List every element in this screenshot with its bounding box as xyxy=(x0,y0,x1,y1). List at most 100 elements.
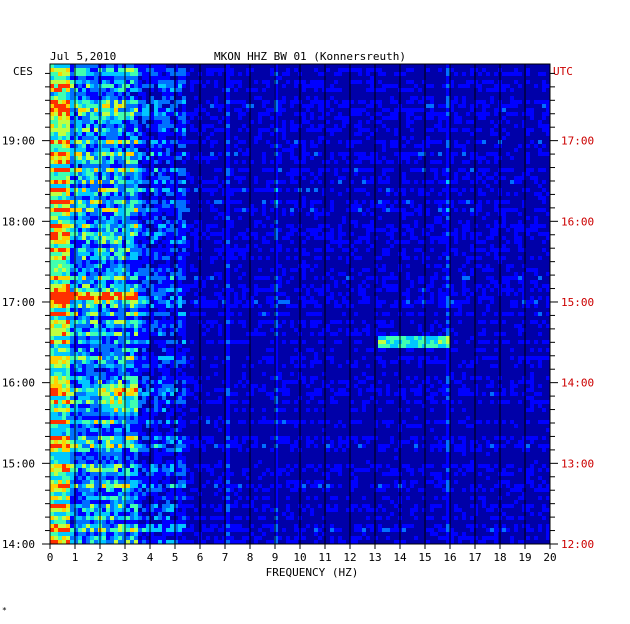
heatmap-cell xyxy=(110,332,114,336)
heatmap-cell xyxy=(226,200,230,204)
heatmap-cell xyxy=(430,348,434,352)
heatmap-cell xyxy=(62,204,66,208)
heatmap-cell xyxy=(206,188,210,192)
heatmap-cell xyxy=(382,84,386,88)
heatmap-cell xyxy=(86,220,90,224)
heatmap-cell xyxy=(126,168,130,172)
heatmap-cell xyxy=(50,76,54,80)
heatmap-cell xyxy=(470,104,474,108)
date-label: Jul 5,2010 xyxy=(50,50,116,63)
heatmap-cell xyxy=(250,212,254,216)
heatmap-cell xyxy=(314,128,318,132)
heatmap-cell xyxy=(70,380,74,384)
heatmap-cell xyxy=(282,268,286,272)
heatmap-cell xyxy=(166,304,170,308)
heatmap-cell xyxy=(258,256,262,260)
heatmap-cell xyxy=(138,164,142,168)
heatmap-cell xyxy=(130,80,134,84)
heatmap-cell xyxy=(122,336,126,340)
heatmap-cell xyxy=(130,288,134,292)
heatmap-cell xyxy=(118,296,122,300)
heatmap-cell xyxy=(86,312,90,316)
heatmap-cell xyxy=(134,96,138,100)
heatmap-cell xyxy=(238,168,242,172)
heatmap-cell xyxy=(66,356,70,360)
heatmap-cell xyxy=(146,208,150,212)
heatmap-cell xyxy=(106,320,110,324)
heatmap-cell xyxy=(294,124,298,128)
heatmap-cell xyxy=(118,376,122,380)
heatmap-cell xyxy=(62,108,66,112)
heatmap-cell xyxy=(422,100,426,104)
heatmap-cell xyxy=(438,296,442,300)
heatmap-cell xyxy=(110,156,114,160)
heatmap-cell xyxy=(118,316,122,320)
heatmap-cell xyxy=(410,108,414,112)
heatmap-cell xyxy=(66,232,70,236)
heatmap-cell xyxy=(490,128,494,132)
heatmap-cell xyxy=(430,180,434,184)
heatmap-cell xyxy=(178,72,182,76)
heatmap-cell xyxy=(118,160,122,164)
heatmap-cell xyxy=(86,120,90,124)
heatmap-cell xyxy=(154,140,158,144)
heatmap-cell xyxy=(350,144,354,148)
heatmap-cell xyxy=(78,180,82,184)
heatmap-cell xyxy=(150,316,154,320)
heatmap-cell xyxy=(138,300,142,304)
heatmap-cell xyxy=(450,292,454,296)
heatmap-cell xyxy=(122,180,126,184)
heatmap-cell xyxy=(530,128,534,132)
heatmap-cell xyxy=(82,184,86,188)
heatmap-cell xyxy=(506,288,510,292)
heatmap-cell xyxy=(54,212,58,216)
heatmap-cell xyxy=(138,104,142,108)
heatmap-cell xyxy=(150,268,154,272)
heatmap-cell xyxy=(142,312,146,316)
heatmap-cell xyxy=(346,332,350,336)
heatmap-cell xyxy=(250,68,254,72)
heatmap-cell xyxy=(278,144,282,148)
heatmap-cell xyxy=(446,236,450,240)
heatmap-cell xyxy=(94,184,98,188)
heatmap-cell xyxy=(178,156,182,160)
heatmap-cell xyxy=(162,64,166,68)
heatmap-cell xyxy=(54,172,58,176)
heatmap-cell xyxy=(294,100,298,104)
heatmap-cell xyxy=(102,352,106,356)
heatmap-cell xyxy=(234,176,238,180)
heatmap-cell xyxy=(242,104,246,108)
heatmap-cell xyxy=(122,372,126,376)
heatmap-cell xyxy=(502,340,506,344)
heatmap-cell xyxy=(214,320,218,324)
heatmap-cell xyxy=(330,276,334,280)
heatmap-cell xyxy=(66,324,70,328)
heatmap-cell xyxy=(370,276,374,280)
heatmap-cell xyxy=(522,176,526,180)
heatmap-cell xyxy=(130,156,134,160)
heatmap-cell xyxy=(142,156,146,160)
heatmap-cell xyxy=(458,268,462,272)
heatmap-cell xyxy=(106,272,110,276)
heatmap-cell xyxy=(182,120,186,124)
heatmap-cell xyxy=(90,292,94,296)
heatmap-cell xyxy=(270,356,274,360)
heatmap-cell xyxy=(210,276,214,280)
heatmap-cell xyxy=(178,128,182,132)
heatmap-cell xyxy=(302,176,306,180)
heatmap-cell xyxy=(62,88,66,92)
heatmap-cell xyxy=(458,120,462,124)
heatmap-cell xyxy=(226,116,230,120)
heatmap-cell xyxy=(54,168,58,172)
heatmap-cell xyxy=(258,320,262,324)
heatmap-cell xyxy=(322,188,326,192)
heatmap-cell xyxy=(126,316,130,320)
heatmap-cell xyxy=(186,252,190,256)
heatmap-cell xyxy=(106,188,110,192)
heatmap-cell xyxy=(534,312,538,316)
heatmap-cell xyxy=(182,160,186,164)
heatmap-cell xyxy=(62,120,66,124)
heatmap-cell xyxy=(158,224,162,228)
heatmap-cell xyxy=(470,248,474,252)
heatmap-cell xyxy=(394,276,398,280)
